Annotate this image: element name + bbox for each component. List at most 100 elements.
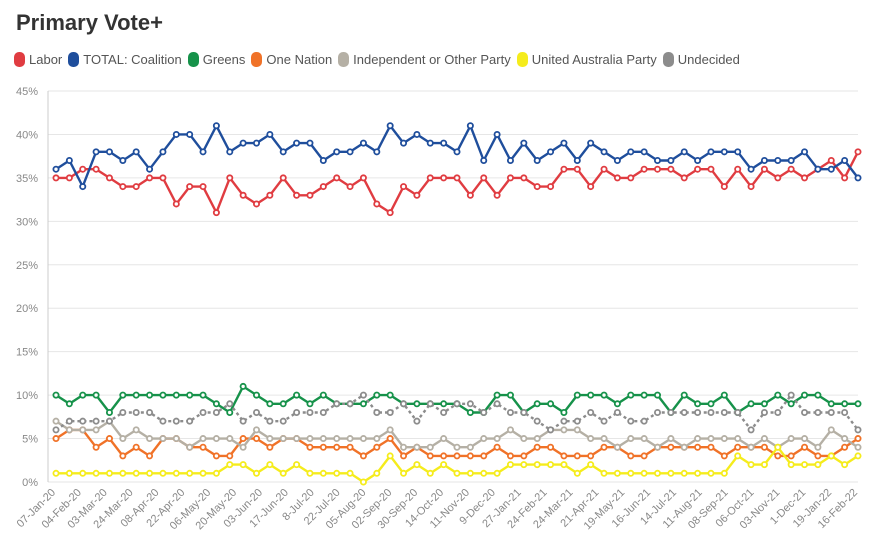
data-point-greens[interactable] — [65, 400, 73, 408]
data-point-total-coalition[interactable] — [386, 122, 394, 130]
data-point-one-nation[interactable] — [226, 452, 234, 460]
data-point-undecided[interactable] — [119, 408, 127, 416]
data-point-united-australia-party[interactable] — [720, 469, 728, 477]
data-point-independent-or-other-party[interactable] — [359, 435, 367, 443]
data-point-total-coalition[interactable] — [319, 157, 327, 165]
data-point-total-coalition[interactable] — [79, 183, 87, 191]
data-point-total-coalition[interactable] — [680, 148, 688, 156]
data-point-united-australia-party[interactable] — [146, 469, 154, 477]
data-point-total-coalition[interactable] — [413, 130, 421, 138]
data-point-greens[interactable] — [159, 391, 167, 399]
data-point-undecided[interactable] — [560, 417, 568, 425]
data-point-independent-or-other-party[interactable] — [734, 435, 742, 443]
data-point-greens[interactable] — [573, 391, 581, 399]
data-point-labor[interactable] — [306, 191, 314, 199]
data-point-undecided[interactable] — [346, 400, 354, 408]
data-point-independent-or-other-party[interactable] — [827, 426, 835, 434]
data-point-independent-or-other-party[interactable] — [801, 435, 809, 443]
data-point-united-australia-party[interactable] — [386, 452, 394, 460]
data-point-undecided[interactable] — [186, 417, 194, 425]
data-point-undecided[interactable] — [640, 417, 648, 425]
data-point-undecided[interactable] — [132, 408, 140, 416]
data-point-undecided[interactable] — [707, 408, 715, 416]
data-point-undecided[interactable] — [466, 400, 474, 408]
data-point-united-australia-party[interactable] — [159, 469, 167, 477]
data-point-total-coalition[interactable] — [212, 122, 220, 130]
data-point-independent-or-other-party[interactable] — [720, 435, 728, 443]
data-point-greens[interactable] — [146, 391, 154, 399]
data-point-greens[interactable] — [506, 391, 514, 399]
data-point-greens[interactable] — [413, 400, 421, 408]
data-point-labor[interactable] — [373, 200, 381, 208]
data-point-undecided[interactable] — [854, 426, 862, 434]
data-point-labor[interactable] — [613, 174, 621, 182]
data-point-greens[interactable] — [654, 391, 662, 399]
data-point-independent-or-other-party[interactable] — [226, 435, 234, 443]
data-point-united-australia-party[interactable] — [186, 469, 194, 477]
data-point-united-australia-party[interactable] — [827, 452, 835, 460]
data-point-total-coalition[interactable] — [226, 148, 234, 156]
data-point-one-nation[interactable] — [132, 443, 140, 451]
data-point-one-nation[interactable] — [400, 452, 408, 460]
data-point-independent-or-other-party[interactable] — [814, 443, 822, 451]
data-point-total-coalition[interactable] — [734, 148, 742, 156]
data-point-undecided[interactable] — [774, 408, 782, 416]
data-point-labor[interactable] — [587, 183, 595, 191]
data-point-independent-or-other-party[interactable] — [600, 435, 608, 443]
data-point-undecided[interactable] — [413, 417, 421, 425]
data-point-independent-or-other-party[interactable] — [119, 435, 127, 443]
data-point-total-coalition[interactable] — [707, 148, 715, 156]
data-point-undecided[interactable] — [760, 408, 768, 416]
data-point-total-coalition[interactable] — [440, 139, 448, 147]
data-point-undecided[interactable] — [734, 408, 742, 416]
data-point-independent-or-other-party[interactable] — [400, 443, 408, 451]
data-point-independent-or-other-party[interactable] — [493, 435, 501, 443]
data-point-greens[interactable] — [774, 391, 782, 399]
data-point-united-australia-party[interactable] — [373, 469, 381, 477]
data-point-one-nation[interactable] — [199, 443, 207, 451]
data-point-united-australia-party[interactable] — [533, 461, 541, 469]
data-point-independent-or-other-party[interactable] — [306, 435, 314, 443]
data-point-greens[interactable] — [306, 400, 314, 408]
data-point-one-nation[interactable] — [841, 443, 849, 451]
data-point-undecided[interactable] — [747, 426, 755, 434]
data-point-total-coalition[interactable] — [694, 157, 702, 165]
data-point-greens[interactable] — [587, 391, 595, 399]
data-point-labor[interactable] — [841, 174, 849, 182]
data-point-independent-or-other-party[interactable] — [587, 435, 595, 443]
data-point-labor[interactable] — [600, 165, 608, 173]
data-point-undecided[interactable] — [680, 408, 688, 416]
data-point-labor[interactable] — [386, 209, 394, 217]
data-point-undecided[interactable] — [159, 417, 167, 425]
data-point-united-australia-party[interactable] — [654, 469, 662, 477]
data-point-undecided[interactable] — [212, 408, 220, 416]
data-point-united-australia-party[interactable] — [453, 469, 461, 477]
data-point-total-coalition[interactable] — [306, 139, 314, 147]
data-point-united-australia-party[interactable] — [506, 461, 514, 469]
data-point-united-australia-party[interactable] — [279, 469, 287, 477]
data-point-labor[interactable] — [426, 174, 434, 182]
data-point-total-coalition[interactable] — [132, 148, 140, 156]
data-point-total-coalition[interactable] — [654, 157, 662, 165]
data-point-greens[interactable] — [440, 400, 448, 408]
data-point-total-coalition[interactable] — [747, 165, 755, 173]
data-point-greens[interactable] — [386, 391, 394, 399]
data-point-independent-or-other-party[interactable] — [172, 435, 180, 443]
data-point-one-nation[interactable] — [359, 452, 367, 460]
data-point-undecided[interactable] — [252, 408, 260, 416]
data-point-one-nation[interactable] — [386, 435, 394, 443]
data-point-undecided[interactable] — [293, 408, 301, 416]
data-point-one-nation[interactable] — [52, 435, 60, 443]
data-point-united-australia-party[interactable] — [239, 461, 247, 469]
data-point-independent-or-other-party[interactable] — [79, 426, 87, 434]
data-point-total-coalition[interactable] — [119, 157, 127, 165]
data-point-total-coalition[interactable] — [613, 157, 621, 165]
data-point-united-australia-party[interactable] — [747, 461, 755, 469]
data-point-independent-or-other-party[interactable] — [199, 435, 207, 443]
data-point-united-australia-party[interactable] — [306, 469, 314, 477]
data-point-undecided[interactable] — [720, 408, 728, 416]
data-point-one-nation[interactable] — [547, 443, 555, 451]
data-point-united-australia-party[interactable] — [640, 469, 648, 477]
data-point-labor[interactable] — [52, 174, 60, 182]
data-point-greens[interactable] — [627, 391, 635, 399]
